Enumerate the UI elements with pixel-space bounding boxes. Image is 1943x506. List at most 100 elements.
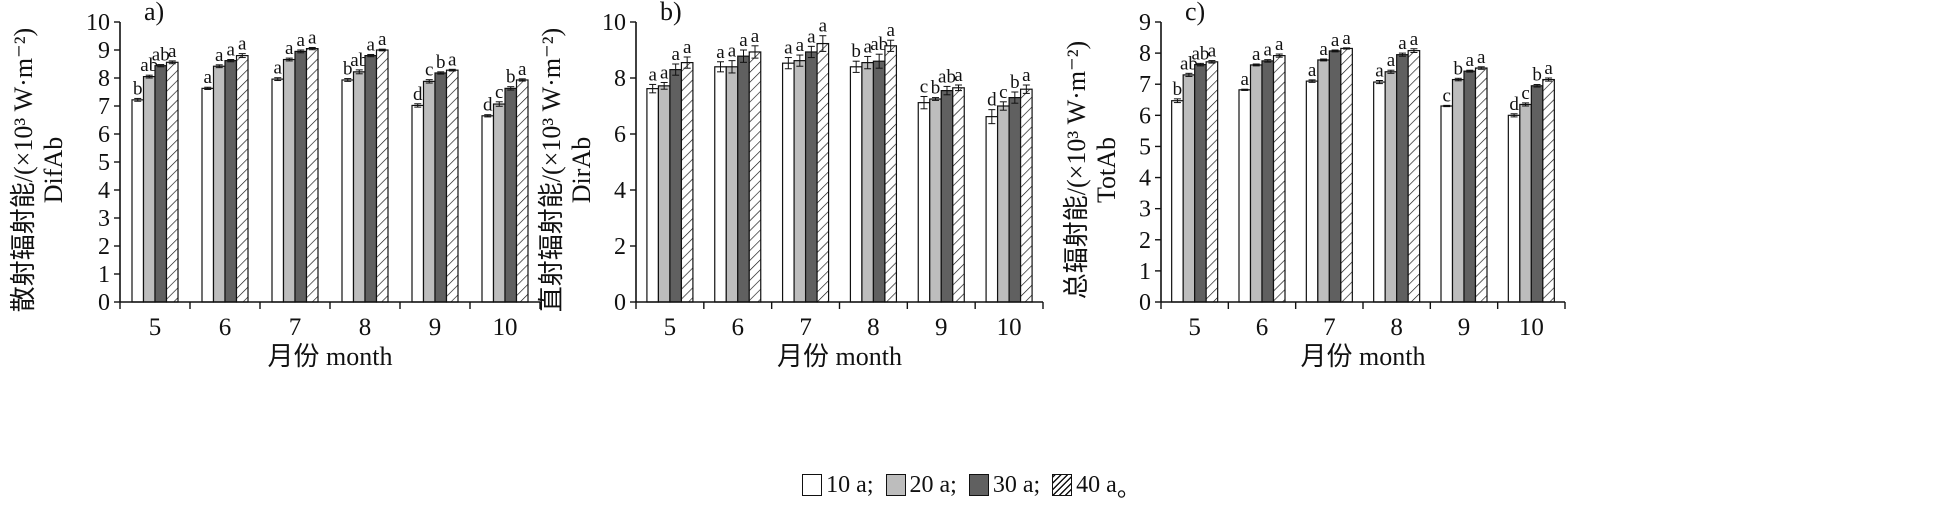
bar <box>1340 47 1353 303</box>
panel-label: a) <box>144 0 164 26</box>
bar <box>411 104 425 303</box>
bar <box>816 42 830 303</box>
panel-label: b) <box>660 0 682 26</box>
bar <box>142 75 156 303</box>
y-tick-label: 8 <box>614 66 626 92</box>
bar <box>1328 50 1342 303</box>
bar <box>657 85 671 303</box>
x-tick-label: 7 <box>289 314 302 341</box>
bar <box>364 54 378 303</box>
bar <box>1261 60 1275 303</box>
significance-letter: c <box>425 60 433 81</box>
x-axis-label: 月份 month <box>1301 342 1426 371</box>
bar <box>940 89 954 303</box>
bar <box>504 87 518 303</box>
bar <box>1182 74 1196 303</box>
legend-item-20a: 20 a; <box>885 471 965 499</box>
significance-letter: c <box>1443 85 1451 106</box>
legend-separator: ; <box>950 471 957 498</box>
legend-swatch-lightgray <box>885 474 906 496</box>
legend-separator: ; <box>1033 471 1041 498</box>
x-tick-label: 5 <box>149 314 162 341</box>
bar <box>1194 64 1207 303</box>
y-tick-label: 0 <box>98 290 110 316</box>
bar <box>725 66 739 303</box>
bar <box>352 71 366 303</box>
bar <box>1373 81 1386 303</box>
bar <box>680 61 694 303</box>
significance-letter: c <box>999 82 1007 103</box>
significance-letter: a <box>671 44 680 65</box>
significance-letter: a <box>297 30 306 51</box>
significance-letter: a <box>1466 50 1475 71</box>
y-axis-label: 总辐射能/(×10³ W·m⁻²)TotAb <box>1062 41 1121 299</box>
significance-letter: d <box>483 95 493 116</box>
bar <box>669 68 683 303</box>
y-tick-label: 6 <box>1139 103 1151 129</box>
legend-swatch-darkgray <box>968 474 989 496</box>
significance-letter: a <box>863 36 872 57</box>
y-tick-label: 4 <box>1139 166 1151 192</box>
legend-label: 30 a <box>992 471 1034 498</box>
bar <box>1440 105 1454 303</box>
bar <box>481 115 495 303</box>
x-tick-label: 7 <box>1323 314 1336 341</box>
y-tick-label: 2 <box>614 234 626 260</box>
significance-letter: a <box>739 30 748 51</box>
bar <box>1019 88 1033 303</box>
x-axis-label: 月份 month <box>268 342 393 371</box>
significance-letter: a <box>285 38 294 59</box>
bar <box>1396 54 1409 303</box>
x-tick-label: 9 <box>1458 314 1471 341</box>
significance-letter: a <box>1342 28 1351 49</box>
significance-letter: b <box>1454 58 1464 79</box>
legend-separator: 。 <box>1116 475 1141 502</box>
significance-letter: a <box>1544 58 1553 79</box>
bar <box>341 79 355 303</box>
y-tick-label: 8 <box>98 66 110 92</box>
y-tick-label: 9 <box>1139 10 1151 36</box>
y-tick-label: 0 <box>614 290 626 316</box>
bar <box>872 60 886 303</box>
bar <box>422 80 436 303</box>
significance-letter: a <box>796 35 805 56</box>
bar <box>375 49 389 303</box>
x-tick-label: 8 <box>1390 314 1403 341</box>
significance-letter: d <box>1509 94 1519 115</box>
y-tick-label: 2 <box>98 234 110 260</box>
significance-letter: c <box>1521 83 1529 104</box>
legend-item-10a: 10 a; <box>802 472 881 499</box>
significance-letter: a <box>819 16 828 37</box>
bar <box>714 66 727 303</box>
y-tick-label: 3 <box>98 206 110 232</box>
legend-label: 10 a <box>826 471 867 498</box>
x-tick-label: 9 <box>429 314 442 341</box>
bar <box>1451 78 1465 303</box>
bar <box>1519 103 1532 303</box>
bar <box>492 103 506 303</box>
bar <box>1530 85 1544 303</box>
y-tick-label: 1 <box>98 262 110 288</box>
x-tick-label: 10 <box>493 314 518 341</box>
y-tick-label: 6 <box>98 122 110 148</box>
significance-letter: a <box>1264 40 1273 61</box>
bar <box>201 87 215 303</box>
significance-letter: b <box>1532 65 1542 86</box>
significance-letter: a <box>1410 29 1419 50</box>
bar <box>861 61 875 303</box>
significance-letter: a <box>1398 33 1407 54</box>
y-axis-label-line: 散射辐射能/(×10³ W·m⁻²) <box>9 28 38 312</box>
significance-letter: a <box>448 49 457 70</box>
bar <box>1272 54 1286 303</box>
significance-letter: a <box>784 38 793 59</box>
significance-letter: ab <box>870 34 888 55</box>
bar <box>165 61 179 303</box>
y-axis-label: 散射辐射能/(×10³ W·m⁻²)DifAb <box>9 28 68 312</box>
significance-letter: a <box>1252 44 1261 65</box>
significance-letter: a <box>1331 30 1340 51</box>
y-tick-label: 1 <box>1139 259 1151 285</box>
significance-letter: a <box>378 29 387 50</box>
significance-letter: a <box>660 62 669 83</box>
